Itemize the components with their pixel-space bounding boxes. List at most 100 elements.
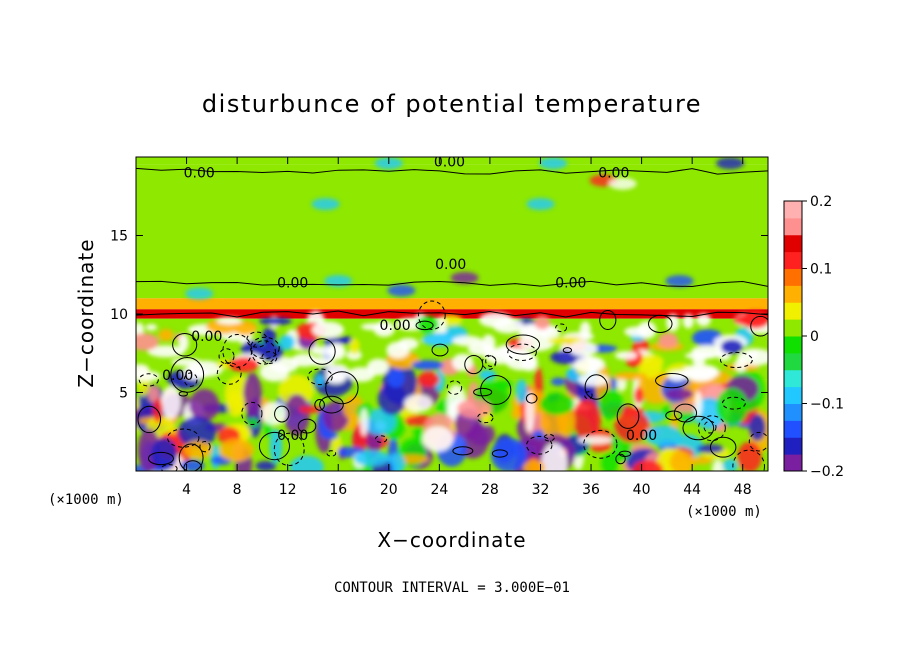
blob-mid-41 [492, 318, 524, 334]
blob-low-207 [219, 438, 254, 462]
blob-low-135 [243, 372, 262, 417]
blob-low-23 [689, 456, 714, 465]
blob-mid-101 [259, 343, 284, 362]
x-tick-label-6: 28 [481, 482, 499, 498]
blob-low-214 [716, 387, 748, 426]
blob-low-130 [600, 451, 619, 471]
blob-mid-12 [147, 345, 185, 358]
blob-up-6 [539, 157, 568, 170]
contour-10 [452, 446, 474, 456]
blob-low-196 [403, 394, 433, 412]
contour-level-line-1 [136, 280, 768, 287]
blob-up-1 [608, 177, 637, 190]
blob-mid-132 [411, 360, 444, 371]
colorbar-swatch-15 [784, 201, 802, 219]
contour-30 [431, 343, 449, 357]
blob-mid-77 [178, 333, 189, 352]
x-tick-label-0: 4 [182, 482, 191, 498]
blob-mid-91 [279, 334, 295, 351]
contour-15 [584, 391, 593, 400]
colorbar-swatch-12 [784, 251, 802, 269]
contour-43 [480, 375, 512, 405]
contour-label-9: 0.00 [626, 428, 657, 444]
blob-mid-94 [658, 332, 679, 348]
blob-mid-121 [452, 335, 483, 347]
colorbar-swatch-11 [784, 268, 802, 286]
contour-level-line-2 [136, 310, 768, 318]
contour-17 [477, 412, 494, 424]
colorbar-ticks: 0.2 0.1 0 −0.1 −0.2 [802, 194, 844, 480]
contour-label-2: 0.00 [598, 166, 629, 182]
contour-60 [584, 374, 608, 400]
contour-51 [599, 310, 617, 331]
blob-mid-98 [666, 313, 680, 332]
x-tick-label-3: 16 [329, 482, 347, 498]
blob-low-107 [614, 409, 650, 443]
band-2 [136, 298, 768, 310]
contour-level-line-0 [136, 167, 768, 175]
blob-low-200 [490, 437, 527, 471]
blob-up-8 [665, 275, 694, 288]
contour-37 [274, 405, 290, 423]
contour-20 [682, 415, 715, 441]
blob-mid-82 [323, 337, 351, 345]
colorbar-tick-label-0: 0.2 [810, 194, 832, 210]
contour-29 [415, 320, 434, 331]
contour-44 [249, 336, 280, 360]
contour-54 [183, 372, 198, 387]
contour-label-8: 0.00 [162, 368, 193, 384]
blob-low-109 [315, 374, 325, 387]
blob-low-170 [359, 408, 369, 437]
x-unit-left: (×1000 m) [48, 492, 124, 508]
contour-31 [170, 357, 205, 393]
blob-low-205 [523, 460, 545, 471]
blob-low-216 [226, 390, 245, 418]
contour-19 [719, 351, 753, 369]
blob-low-164 [737, 441, 762, 471]
contour-label-5: 0.00 [555, 276, 586, 292]
contour-6 [555, 323, 568, 333]
blob-low-185 [541, 442, 568, 471]
contour-56 [485, 355, 497, 367]
contour-62 [326, 450, 337, 457]
contour-label-1: 0.00 [434, 155, 465, 171]
contour-25 [160, 464, 178, 471]
blob-low-219 [255, 460, 277, 471]
chart-title: disturbunce of potential temperature [202, 90, 702, 118]
blob-low-153 [387, 453, 406, 471]
contour-33 [178, 443, 204, 471]
contour-45 [655, 373, 689, 389]
blob-mid-139 [136, 333, 160, 351]
contour-61 [218, 348, 235, 365]
contour-label-0: 0.00 [184, 166, 215, 182]
blob-low-115 [260, 401, 288, 426]
blob-mid-46 [346, 350, 362, 361]
contour-41 [183, 460, 202, 471]
blob-low-195 [665, 388, 694, 401]
blob-low-161 [189, 388, 220, 422]
colorbar-swatch-7 [784, 336, 802, 354]
blob-low-211 [422, 426, 454, 452]
colorbar-tick-label-4: −0.2 [810, 464, 844, 480]
colorbar-swatch-4 [784, 386, 802, 404]
blob-mid-114 [417, 371, 440, 388]
blob-mid-120 [216, 317, 242, 325]
blob-mid-66 [478, 369, 497, 381]
blob-low-203 [631, 459, 664, 471]
blob-mid-128 [534, 315, 551, 330]
colorbar-tick-label-1: 0.1 [810, 262, 832, 278]
blob-up-10 [526, 198, 555, 211]
blob-mid-104 [258, 317, 292, 326]
contour-24 [199, 441, 211, 453]
contour-21 [172, 333, 198, 357]
blob-mid-138 [720, 339, 744, 355]
blob-mid-112 [574, 356, 606, 373]
blob-low-63 [711, 459, 725, 471]
blob-mid-40 [387, 368, 405, 388]
blob-mid-108 [734, 357, 747, 373]
contour-67 [481, 354, 497, 370]
blob-low-152 [161, 385, 181, 419]
blob-mid-119 [538, 326, 561, 339]
contour-1 [562, 347, 573, 354]
